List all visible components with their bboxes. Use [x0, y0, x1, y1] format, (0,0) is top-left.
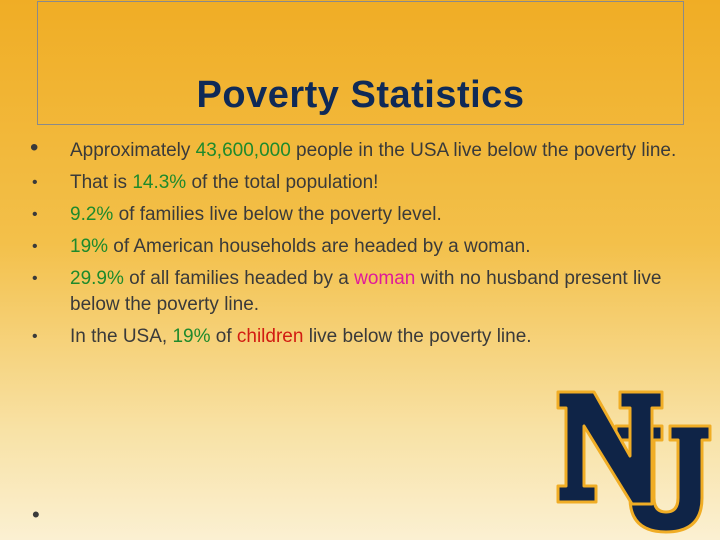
logo-letter-n	[556, 390, 664, 506]
stat-value: 29.9%	[70, 268, 124, 289]
bullet-dot: •	[32, 206, 38, 223]
bullet-list: • Approximately 43,600,000 people in the…	[0, 134, 720, 356]
bullet-dot: •	[32, 270, 38, 287]
highlight-word: woman	[354, 268, 416, 289]
bullet-text: In the USA,	[70, 326, 173, 347]
bullet-dot: •	[32, 238, 38, 255]
stat-value: 43,600,000	[195, 140, 291, 161]
stat-value: 19%	[70, 236, 109, 257]
bullet-item: • Approximately 43,600,000 people in the…	[0, 134, 720, 164]
empty-bullet-dot: •	[32, 502, 40, 527]
bullet-text: of the total population!	[186, 172, 379, 193]
bullet-dot: •	[32, 328, 38, 345]
bullet-item: • 19% of American households are headed …	[0, 234, 720, 260]
bullet-text: of	[210, 326, 237, 347]
stat-value: 19%	[172, 326, 211, 347]
bullet-dot: •	[30, 134, 39, 161]
bullet-item: • In the USA, 19% of children live below…	[0, 324, 720, 350]
stat-value: 14.3%	[132, 172, 187, 193]
slide-title: Poverty Statistics	[196, 74, 525, 116]
bullet-text: of all families headed by a	[123, 268, 355, 289]
bullet-text: of families live below the poverty level…	[113, 204, 442, 225]
bullet-text: people in the USA live below the poverty…	[290, 140, 677, 161]
highlight-word: children	[236, 326, 304, 347]
bullet-item: • 29.9% of all families headed by a woma…	[0, 266, 720, 318]
bullet-item: • 9.2% of families live below the povert…	[0, 202, 720, 228]
bullet-text: with no husband present live below the p…	[70, 268, 662, 315]
bullet-text: of American households are headed by a w…	[108, 236, 531, 257]
bullet-text: That is	[70, 172, 133, 193]
bullet-item: • That is 14.3% of the total population!	[0, 170, 720, 196]
nu-logo	[556, 390, 712, 534]
bullet-text: live below the poverty line.	[303, 326, 532, 347]
stat-value: 9.2%	[70, 204, 114, 225]
title-placeholder: Poverty Statistics	[37, 1, 684, 125]
bullet-text: Approximately	[70, 140, 196, 161]
bullet-dot: •	[32, 174, 38, 191]
